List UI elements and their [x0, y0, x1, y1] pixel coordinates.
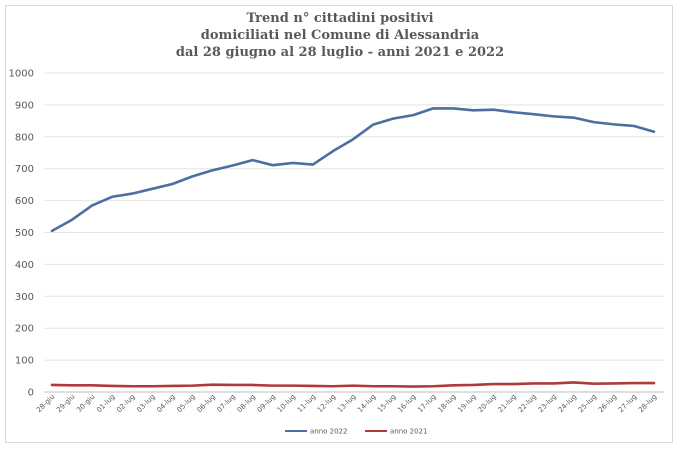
x-tick-label: 15-lug	[376, 393, 397, 414]
x-tick-label: 24-lug	[557, 393, 578, 414]
legend-label: anno 2021	[390, 428, 428, 436]
x-tick-label: 22-lug	[517, 393, 538, 414]
x-tick-label: 21-lug	[497, 393, 518, 414]
x-tick-label: 01-lug	[95, 393, 116, 414]
x-tick-label: 28-giu	[35, 393, 56, 414]
x-tick-label: 03-lug	[135, 393, 156, 414]
chart-title-line-3: dal 28 giugno al 28 luglio - anni 2021 e…	[175, 45, 505, 60]
y-tick-label: 400	[15, 260, 34, 271]
series-line-0	[50, 107, 656, 233]
y-tick-label: 1000	[9, 69, 34, 80]
series-line-1	[50, 381, 656, 388]
series-lines	[50, 107, 656, 388]
legend-label: anno 2022	[310, 428, 348, 436]
y-tick-label: 200	[15, 324, 34, 335]
x-tick-label: 12-lug	[316, 393, 337, 414]
x-tick-label: 08-lug	[236, 393, 257, 414]
y-tick-label: 100	[15, 356, 34, 367]
x-tick-label: 02-lug	[115, 393, 136, 414]
x-tick-label: 30-giu	[75, 393, 96, 414]
y-tick-label: 900	[15, 100, 34, 111]
x-tick-label: 20-lug	[476, 393, 497, 414]
x-tick-label: 29-giu	[55, 393, 76, 414]
x-tick-label: 27-lug	[617, 393, 638, 414]
x-tick-label: 05-lug	[175, 393, 196, 414]
x-tick-label: 18-lug	[436, 393, 457, 414]
x-tick-label: 09-lug	[256, 393, 277, 414]
x-tick-label: 25-lug	[577, 393, 598, 414]
x-axis-tick-labels: 28-giu29-giu30-giu01-lug02-lug03-lug04-l…	[35, 393, 658, 414]
y-tick-label: 0	[28, 388, 34, 399]
x-tick-label: 23-lug	[537, 393, 558, 414]
x-tick-label: 14-lug	[356, 393, 377, 414]
y-axis-tick-labels: 0 100 200 300 400 500 600 700 800 900 1000	[9, 69, 34, 399]
x-tick-label: 07-lug	[216, 393, 237, 414]
x-tick-label: 19-lug	[456, 393, 477, 414]
y-tick-label: 300	[15, 292, 34, 303]
chart-title-line-2: domiciliati nel Comune di Alessandria	[200, 28, 480, 43]
chart-frame	[5, 5, 673, 443]
x-tick-label: 06-lug	[196, 393, 217, 414]
x-tick-label: 10-lug	[276, 393, 297, 414]
chart-title: Trend n° cittadini positivi domiciliati …	[0, 10, 680, 61]
chart-title-line-1: Trend n° cittadini positivi	[246, 11, 434, 26]
x-tick-label: 04-lug	[155, 393, 176, 414]
x-tick-label: 16-lug	[396, 393, 417, 414]
gridlines	[44, 72, 664, 393]
y-tick-label: 800	[15, 132, 34, 143]
x-tick-label: 13-lug	[336, 393, 357, 414]
y-tick-label: 500	[15, 228, 34, 239]
x-tick-label: 11-lug	[296, 393, 317, 414]
x-tick-label: 26-lug	[597, 393, 618, 414]
y-tick-label: 600	[15, 196, 34, 207]
x-tick-label: 17-lug	[416, 393, 437, 414]
x-tick-label: 28-lug	[637, 393, 658, 414]
y-tick-label: 700	[15, 164, 34, 175]
legend: anno 2022 anno 2021	[285, 428, 428, 436]
